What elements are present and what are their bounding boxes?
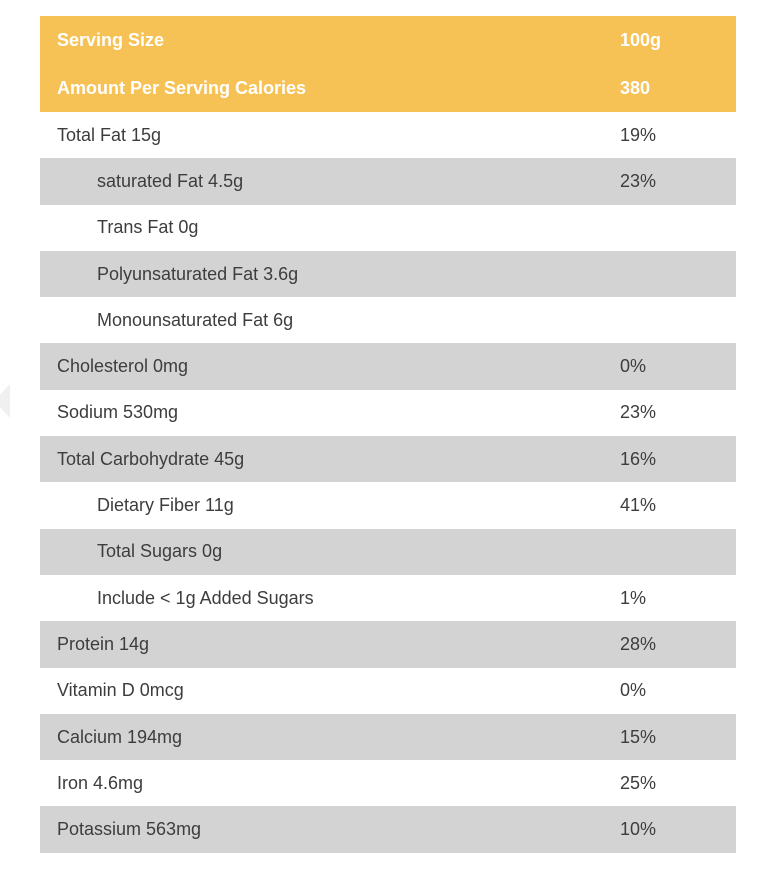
daily-value: 16%: [620, 448, 657, 469]
daily-value: 19%: [620, 124, 657, 145]
table-row: Include < 1g Added Sugars 1%: [40, 574, 736, 622]
table-row: saturated Fat 4.5g 23%: [40, 158, 736, 205]
nutrient-label: Dietary Fiber 11g: [97, 495, 234, 516]
nutrient-label: Vitamin D 0mcg: [57, 680, 184, 701]
daily-value: 23%: [620, 402, 657, 423]
daily-value: 28%: [620, 633, 657, 654]
daily-value: 0%: [620, 680, 647, 701]
table-row: Monounsaturated Fat 6g: [40, 297, 736, 344]
nutrient-label: Protein 14g: [57, 633, 150, 654]
nutrient-label: saturated Fat 4.5g: [97, 170, 244, 191]
nutrient-label: Calcium 194mg: [57, 726, 183, 747]
daily-value: 0%: [620, 356, 647, 377]
calories-label: Amount Per Serving Calories: [57, 77, 307, 98]
nutrient-label: Include < 1g Added Sugars: [97, 587, 314, 608]
nutrient-label: Trans Fat 0g: [97, 217, 199, 238]
table-row: Calcium 194mg 15%: [40, 713, 736, 761]
serving-size-row: Serving Size 100g: [40, 16, 736, 64]
table-row: Total Sugars 0g: [40, 528, 736, 575]
daily-value: 41%: [620, 495, 657, 516]
nutrient-label: Total Sugars 0g: [97, 541, 223, 562]
table-row: Sodium 530mg 23%: [40, 389, 736, 437]
nutrient-label: Polyunsaturated Fat 3.6g: [97, 263, 299, 284]
nutrient-label: Iron 4.6mg: [57, 772, 144, 793]
nutrient-label: Total Fat 15g: [57, 124, 162, 145]
table-row: Vitamin D 0mcg 0%: [40, 667, 736, 714]
daily-value: 10%: [620, 819, 657, 840]
daily-value: 25%: [620, 772, 657, 793]
table-row: Potassium 563mg 10%: [40, 806, 736, 853]
nutrient-label: Sodium 530mg: [57, 402, 179, 423]
nutrient-label: Total Carbohydrate 45g: [57, 448, 245, 469]
nutrition-table: Serving Size 100g Amount Per Serving Cal…: [40, 16, 736, 853]
table-row: Iron 4.6mg 25%: [40, 760, 736, 807]
page-edge-artifact: [0, 384, 10, 418]
nutrient-label: Cholesterol 0mg: [57, 356, 189, 377]
table-row: Cholesterol 0mg 0%: [40, 343, 736, 390]
daily-value: 15%: [620, 726, 657, 747]
nutrient-label: Potassium 563mg: [57, 819, 202, 840]
daily-value: 1%: [620, 587, 647, 608]
table-row: Dietary Fiber 11g 41%: [40, 482, 736, 529]
table-row: Trans Fat 0g: [40, 204, 736, 251]
serving-size-value: 100g: [620, 29, 662, 50]
serving-size-label: Serving Size: [57, 29, 165, 50]
table-row: Protein 14g 28%: [40, 621, 736, 668]
calories-value: 380: [620, 77, 651, 98]
daily-value: 23%: [620, 170, 657, 191]
nutrition-table-header: Serving Size 100g Amount Per Serving Cal…: [40, 16, 736, 112]
table-row: Total Carbohydrate 45g 16%: [40, 436, 736, 483]
table-rows: Total Fat 15g 19% saturated Fat 4.5g 23%…: [40, 112, 736, 853]
nutrient-label: Monounsaturated Fat 6g: [97, 309, 294, 330]
table-row: Total Fat 15g 19%: [40, 112, 736, 159]
calories-row: Amount Per Serving Calories 380: [40, 64, 736, 112]
table-row: Polyunsaturated Fat 3.6g: [40, 250, 736, 298]
